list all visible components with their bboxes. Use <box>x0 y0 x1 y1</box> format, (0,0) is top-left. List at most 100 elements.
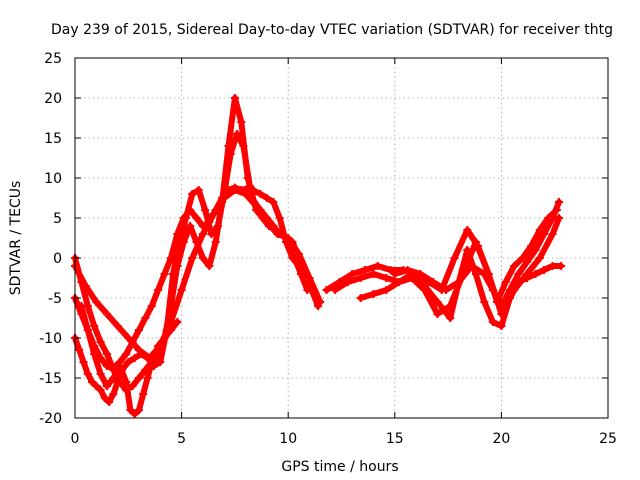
x-tick-label: 0 <box>71 431 80 447</box>
data-point-marker <box>139 390 148 398</box>
series-group <box>71 94 566 418</box>
data-point-marker <box>463 246 472 254</box>
series-line <box>78 303 181 417</box>
data-point-marker <box>109 390 118 398</box>
data-point-marker <box>201 206 210 214</box>
data-point-marker <box>130 410 139 418</box>
data-point-marker <box>433 310 442 318</box>
data-point-marker <box>102 382 111 390</box>
data-point-marker <box>173 262 182 270</box>
data-point-marker <box>390 270 399 278</box>
data-point-marker <box>194 186 203 194</box>
data-point-marker <box>134 374 143 382</box>
data-point-marker <box>134 406 143 414</box>
data-point-marker <box>501 278 510 286</box>
data-point-marker <box>181 214 190 222</box>
series-track-9 <box>390 198 563 310</box>
data-point-marker <box>386 266 395 274</box>
data-point-marker <box>360 266 369 274</box>
x-tick-label: 20 <box>492 431 510 447</box>
data-point-marker <box>322 286 331 294</box>
data-point-marker <box>535 226 544 234</box>
data-point-marker <box>141 314 150 322</box>
data-point-marker <box>416 270 425 278</box>
data-point-marker <box>173 318 182 326</box>
data-point-marker <box>198 254 207 262</box>
series-track-6 <box>322 206 561 306</box>
data-point-marker <box>90 322 99 330</box>
data-point-marker <box>128 382 137 390</box>
data-point-marker <box>450 254 459 262</box>
data-point-marker <box>160 334 169 342</box>
data-point-marker <box>518 254 527 262</box>
data-point-marker <box>166 326 175 334</box>
data-point-marker <box>205 262 214 270</box>
data-point-marker <box>527 242 536 250</box>
data-point-marker <box>284 234 293 242</box>
data-point-marker <box>514 270 523 278</box>
data-point-marker <box>294 250 303 258</box>
data-point-marker <box>463 226 472 234</box>
data-point-marker <box>83 370 92 378</box>
data-point-marker <box>134 346 143 354</box>
data-point-marker <box>77 302 86 310</box>
data-point-marker <box>429 278 438 286</box>
data-point-marker <box>454 278 463 286</box>
data-point-marker <box>356 294 365 302</box>
series-track-4 <box>71 186 325 362</box>
data-point-marker <box>75 346 84 354</box>
data-point-marker <box>522 274 531 282</box>
data-point-marker <box>188 190 197 198</box>
data-point-marker <box>343 278 352 286</box>
data-point-marker <box>262 218 271 226</box>
data-point-marker <box>256 190 265 198</box>
data-point-marker <box>160 270 169 278</box>
x-tick-label: 5 <box>177 431 186 447</box>
data-point-marker <box>488 286 497 294</box>
data-point-marker <box>154 342 163 350</box>
plot-frame <box>74 57 609 419</box>
y-tick-label: -10 <box>39 331 62 347</box>
y-axis-label: SDTVAR / TECUs <box>8 181 24 296</box>
data-point-marker <box>122 350 131 358</box>
data-point-marker <box>548 262 557 270</box>
y-tick-label: 20 <box>44 91 62 107</box>
y-tick-label: 0 <box>53 251 62 267</box>
data-point-marker <box>305 274 314 282</box>
x-tick-label: 10 <box>279 431 297 447</box>
data-point-marker <box>230 94 239 102</box>
y-tick-label: -20 <box>39 411 62 427</box>
data-point-marker <box>331 286 340 294</box>
data-point-marker <box>522 258 531 266</box>
data-point-marker <box>403 266 412 274</box>
data-point-marker <box>269 198 278 206</box>
data-point-marker <box>471 238 480 246</box>
data-point-marker <box>488 318 497 326</box>
data-point-marker <box>115 362 124 370</box>
data-point-marker <box>88 378 97 386</box>
x-axis-label: GPS time / hours <box>281 459 398 475</box>
data-point-marker <box>497 302 506 310</box>
data-point-marker <box>420 282 429 290</box>
data-point-marker <box>505 286 514 294</box>
data-point-marker <box>497 322 506 330</box>
data-point-marker <box>177 286 186 294</box>
data-point-marker <box>241 190 250 198</box>
y-tick-label: 10 <box>44 171 62 187</box>
data-point-marker <box>480 298 489 306</box>
data-point-marker <box>179 238 188 246</box>
series-track-8 <box>356 246 566 330</box>
data-point-marker <box>96 370 105 378</box>
data-point-marker <box>124 358 133 366</box>
data-point-marker <box>446 314 455 322</box>
data-point-marker <box>102 350 111 358</box>
data-point-marker <box>81 282 90 290</box>
data-point-marker <box>273 230 282 238</box>
data-point-marker <box>126 406 135 414</box>
data-point-marker <box>252 202 261 210</box>
data-point-marker <box>105 398 114 406</box>
data-point-marker <box>230 186 239 194</box>
data-point-marker <box>554 198 563 206</box>
series-track-5 <box>77 302 182 418</box>
data-point-marker <box>557 262 566 270</box>
